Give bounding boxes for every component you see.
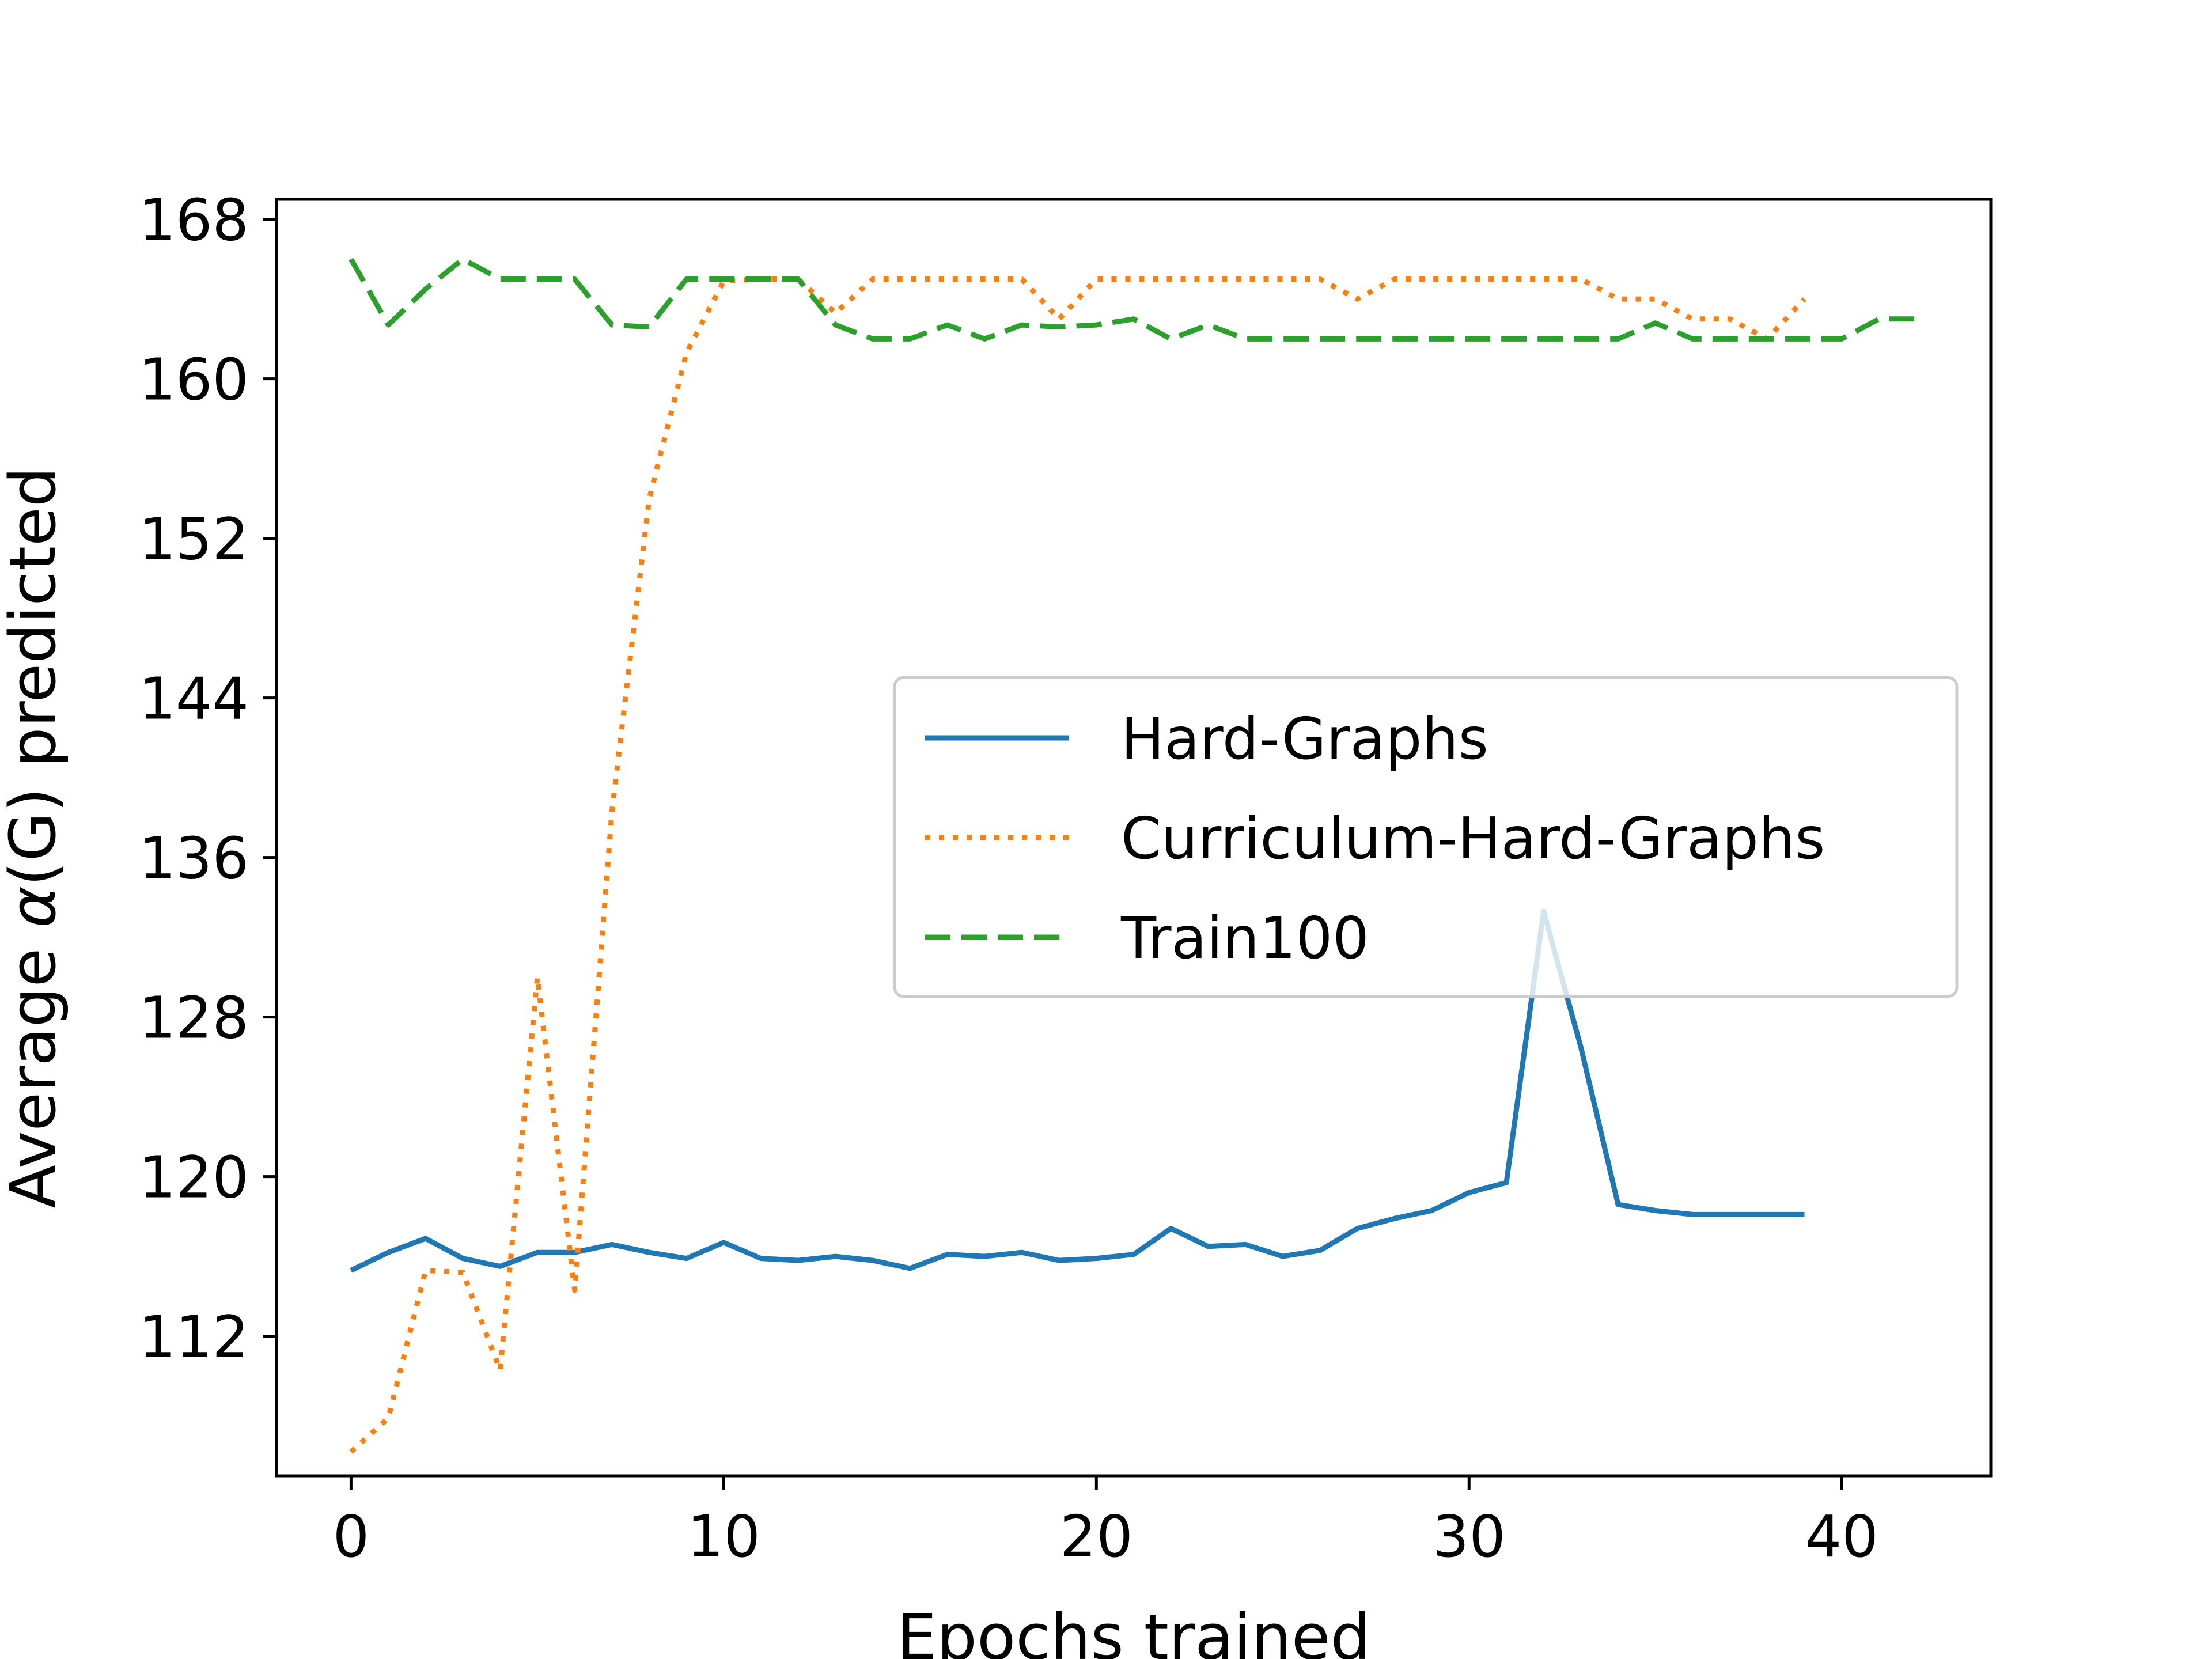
legend: Hard-Graphs Curriculum-Hard-Graphs Train10… [893, 676, 1959, 998]
y-tick-label: 128 [139, 984, 249, 1052]
y-tick-label: 168 [139, 187, 249, 254]
x-tick-label: 10 [687, 1503, 760, 1570]
x-tick-label: 30 [1433, 1503, 1506, 1570]
y-tick-label: 144 [139, 665, 249, 733]
y-tick-label: 160 [139, 346, 249, 414]
legend-box [893, 676, 1959, 998]
legend-items: Hard-Graphs Curriculum-Hard-Graphs Train10… [925, 705, 1825, 972]
plot-frame [275, 198, 1993, 1478]
legend-label-1: Hard-Graphs [1121, 705, 1488, 772]
x-tick-label: 0 [333, 1503, 370, 1570]
y-tick-label: 112 [139, 1304, 249, 1371]
x-tick-label: 40 [1805, 1503, 1878, 1570]
legend-label-2: Curriculum-Hard-Graphs [1121, 805, 1825, 872]
y-axis-label: Average α(G) predicted [0, 467, 70, 1208]
x-tick-label: 20 [1060, 1503, 1133, 1570]
y-tick-label: 152 [139, 506, 249, 573]
legend-label-3: Train100 [1120, 904, 1369, 972]
series-line-2 [349, 276, 1806, 1454]
series-line-3 [349, 256, 1916, 342]
y-axis: 112 120 128 136 144 152 160 168 [139, 187, 276, 1371]
x-axis-label: Epochs trained [897, 1600, 1371, 1659]
y-tick-label: 120 [139, 1144, 249, 1211]
x-axis: 0 10 20 30 40 [333, 1476, 1878, 1570]
y-tick-label: 136 [139, 825, 249, 892]
